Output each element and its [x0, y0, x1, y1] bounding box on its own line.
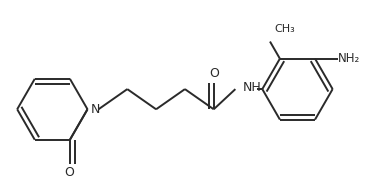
- Text: NH: NH: [243, 81, 262, 94]
- Text: O: O: [64, 166, 74, 179]
- Text: NH₂: NH₂: [337, 52, 360, 65]
- Text: O: O: [209, 67, 218, 80]
- Text: N: N: [90, 103, 100, 116]
- Text: CH₃: CH₃: [274, 25, 295, 35]
